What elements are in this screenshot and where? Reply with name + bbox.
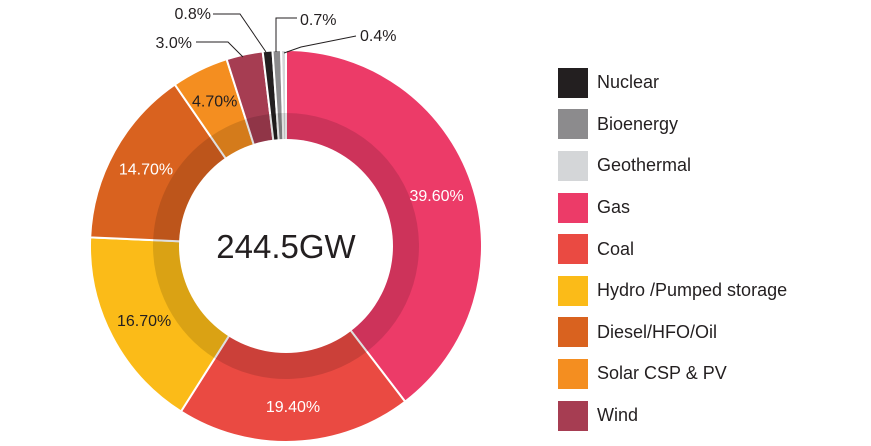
donut-chart: 39.60% 19.40% 16.70% 14.70% 4.70% 0.8% 0.7% 0.4… <box>89 6 483 443</box>
data-label-geothermal: 0.4% <box>360 28 396 45</box>
legend-label: Nuclear <box>597 72 660 93</box>
legend-item-geothermal: Geothermal <box>558 145 787 187</box>
legend-swatch <box>558 317 588 348</box>
center-total-label: 244.5GW <box>216 228 356 265</box>
data-label-coal: 19.40% <box>266 399 320 416</box>
data-label-gas: 39.60% <box>409 188 463 205</box>
legend: Nuclear Bioenergy Geothermal Gas Coal Hydro /… <box>558 62 787 436</box>
leader-line-bioenergy <box>275 17 297 52</box>
legend-item-diesel-hfo-oil: Diesel/HFO/Oil <box>558 312 787 354</box>
legend-item-gas: Gas <box>558 187 787 229</box>
leader-line-geothermal <box>283 35 357 54</box>
legend-swatch <box>558 400 588 431</box>
legend-label: Wind <box>597 405 639 426</box>
legend-item-solar-csp-pv: Solar CSP & PV <box>558 353 787 395</box>
data-label-bioenergy: 0.7% <box>300 12 336 29</box>
legend-swatch <box>558 234 588 265</box>
donut-hole <box>179 139 393 353</box>
legend-swatch <box>558 150 588 181</box>
legend-label: Bioenergy <box>597 113 679 134</box>
legend-label: Diesel/HFO/Oil <box>597 321 718 342</box>
legend-swatch <box>558 192 588 223</box>
legend-item-coal: Coal <box>558 228 787 270</box>
legend-label: Gas <box>597 197 631 218</box>
legend-label: Geothermal <box>597 155 692 176</box>
leader-lines <box>196 13 357 58</box>
data-label-hydro-pumped-storage: 16.70% <box>117 313 171 330</box>
legend-item-bioenergy: Bioenergy <box>558 104 787 146</box>
legend-label: Coal <box>597 238 635 259</box>
legend-item-hydro-pumped-storage: Hydro /Pumped storage <box>558 270 787 312</box>
legend-label: Hydro /Pumped storage <box>597 280 788 301</box>
legend-swatch <box>558 358 588 389</box>
legend-swatch <box>558 275 588 306</box>
legend-label: Solar CSP & PV <box>597 363 727 384</box>
data-label-solar-csp-pv: 4.70% <box>192 94 237 111</box>
data-label-wind: 3.0% <box>156 35 192 52</box>
legend-swatch <box>558 67 588 98</box>
leader-line-nuclear <box>213 13 267 53</box>
data-label-nuclear: 0.8% <box>175 6 211 23</box>
legend-item-nuclear: Nuclear <box>558 62 787 104</box>
data-label-diesel-hfo-oil: 14.70% <box>119 162 173 179</box>
legend-swatch <box>558 109 588 140</box>
legend-item-wind: Wind <box>558 395 787 437</box>
leader-line-wind <box>196 41 244 58</box>
data-labels: 39.60% 19.40% 16.70% 14.70% 4.70% 0.8% 0.7% 0.4… <box>117 6 464 416</box>
